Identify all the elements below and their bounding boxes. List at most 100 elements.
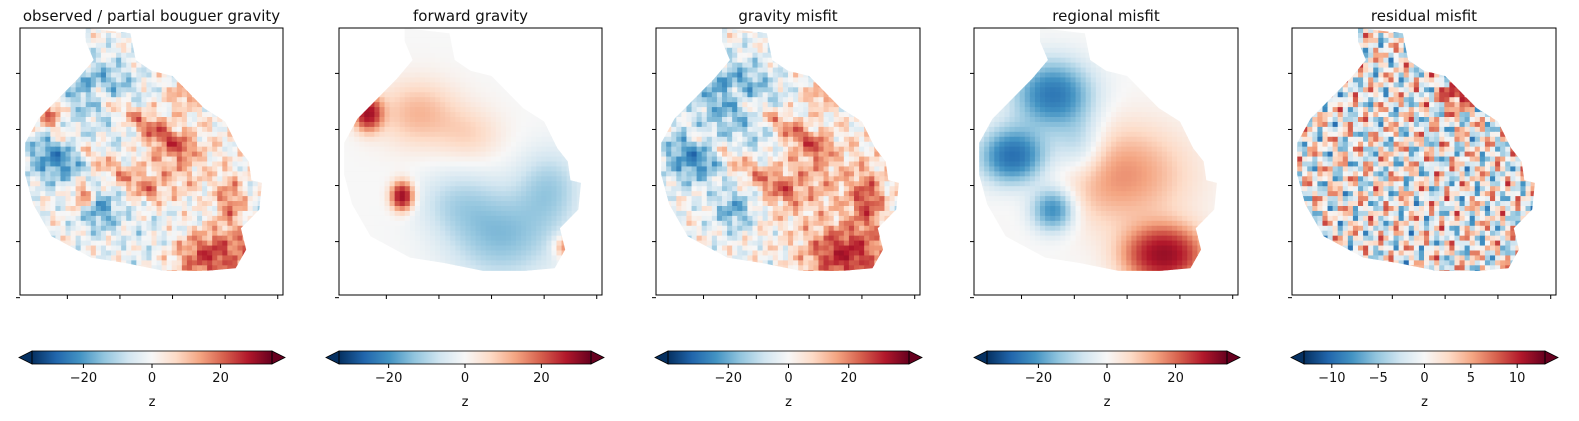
heatmap-cell	[70, 117, 77, 123]
heatmap-cell	[268, 260, 274, 266]
heatmap-cell	[531, 146, 537, 153]
heatmap-cell	[480, 87, 487, 93]
heatmap-cell	[536, 87, 542, 93]
heatmap-cell	[212, 285, 218, 291]
heatmap-cell	[176, 250, 183, 257]
heatmap-cell	[60, 92, 67, 98]
heatmap-cell	[384, 151, 391, 158]
heatmap-cell	[384, 92, 391, 98]
heatmap-cell	[171, 230, 178, 237]
heatmap-cell	[90, 102, 97, 108]
heatmap-cell	[505, 37, 512, 44]
heatmap-cell	[55, 97, 62, 103]
heatmap-cell	[587, 87, 593, 93]
heatmap-cell	[561, 102, 568, 108]
heatmap-cell	[252, 28, 259, 34]
heatmap-cell	[30, 265, 36, 271]
heatmap-cell	[247, 37, 254, 44]
heatmap-cell	[500, 37, 507, 44]
heatmap-cell	[217, 67, 223, 74]
heatmap-cell	[197, 275, 203, 281]
heatmap-cell	[95, 28, 102, 34]
heatmap-cell	[70, 215, 77, 222]
heatmap-cell	[111, 181, 117, 187]
heatmap-cell	[576, 191, 581, 197]
heatmap-cell	[217, 37, 223, 44]
heatmap-cell	[146, 235, 153, 242]
heatmap-cell	[587, 211, 593, 217]
heatmap-cell	[85, 42, 92, 49]
heatmap-cell	[419, 206, 426, 212]
heatmap-cell	[186, 250, 193, 257]
heatmap-cell	[116, 166, 122, 172]
heatmap-cell	[166, 117, 173, 123]
heatmap-cell	[419, 181, 426, 187]
heatmap-cell	[237, 52, 244, 59]
heatmap-cell	[222, 32, 228, 39]
heatmap-cell	[181, 215, 188, 222]
heatmap-cell	[25, 107, 31, 113]
heatmap-cell	[571, 171, 578, 177]
heatmap-cell	[495, 47, 502, 54]
heatmap-cell	[455, 28, 461, 34]
heatmap-cell	[414, 161, 421, 168]
heatmap-cell	[247, 201, 254, 207]
heatmap-cell	[516, 156, 522, 163]
heatmap-cell	[465, 52, 472, 59]
heatmap-cell	[521, 87, 527, 93]
heatmap-cell	[55, 72, 62, 79]
heatmap-cell	[217, 151, 223, 158]
heatmap-cell	[131, 161, 137, 168]
heatmap-cell	[25, 215, 26, 222]
heatmap-cell	[475, 37, 482, 44]
heatmap-cell	[30, 112, 36, 118]
heatmap-cell	[475, 77, 482, 83]
heatmap-cell	[156, 32, 163, 39]
heatmap-cell	[394, 210, 401, 217]
heatmap-cell	[364, 67, 370, 74]
heatmap-cell	[242, 102, 249, 108]
heatmap-cell	[521, 72, 527, 79]
heatmap-cell	[141, 225, 148, 232]
heatmap-cell	[470, 206, 477, 212]
heatmap-cell	[344, 191, 350, 197]
heatmap-cell	[587, 181, 593, 187]
heatmap-cell	[273, 127, 279, 133]
heatmap-cell	[90, 82, 97, 88]
heatmap-cell	[263, 216, 269, 222]
heatmap-cell	[440, 230, 446, 237]
heatmap-cell	[354, 196, 360, 202]
heatmap-cell	[111, 230, 117, 237]
heatmap-cell	[404, 156, 411, 163]
heatmap-cell	[25, 52, 31, 59]
heatmap-cell	[80, 141, 87, 148]
heatmap-cell	[510, 151, 517, 158]
heatmap-cell	[440, 136, 446, 143]
heatmap-cell	[247, 146, 254, 153]
heatmap-cell	[354, 146, 360, 153]
heatmap-cell	[131, 270, 137, 271]
heatmap-cell	[435, 121, 441, 128]
heatmap-cell	[242, 52, 249, 59]
heatmap-cell	[247, 220, 254, 227]
heatmap-cell	[202, 37, 208, 44]
heatmap-cell	[151, 245, 158, 252]
heatmap-cell	[25, 136, 26, 143]
heatmap-cell	[510, 28, 517, 34]
heatmap-cell	[192, 275, 198, 281]
heatmap-cell	[404, 87, 411, 93]
heatmap-cell	[60, 215, 67, 222]
heatmap-cell	[394, 161, 401, 168]
heatmap-cell	[556, 97, 563, 103]
heatmap-cell	[414, 136, 421, 143]
heatmap-cell	[582, 152, 588, 158]
heatmap-cell	[561, 161, 568, 168]
heatmap-cell	[157, 285, 163, 291]
heatmap-cell	[273, 166, 279, 172]
heatmap-cell	[495, 62, 502, 69]
heatmap-cell	[551, 181, 558, 187]
heatmap-cell	[171, 117, 178, 123]
heatmap-cell	[556, 210, 563, 217]
heatmap-cell	[273, 48, 279, 54]
heatmap-cell	[424, 57, 431, 64]
